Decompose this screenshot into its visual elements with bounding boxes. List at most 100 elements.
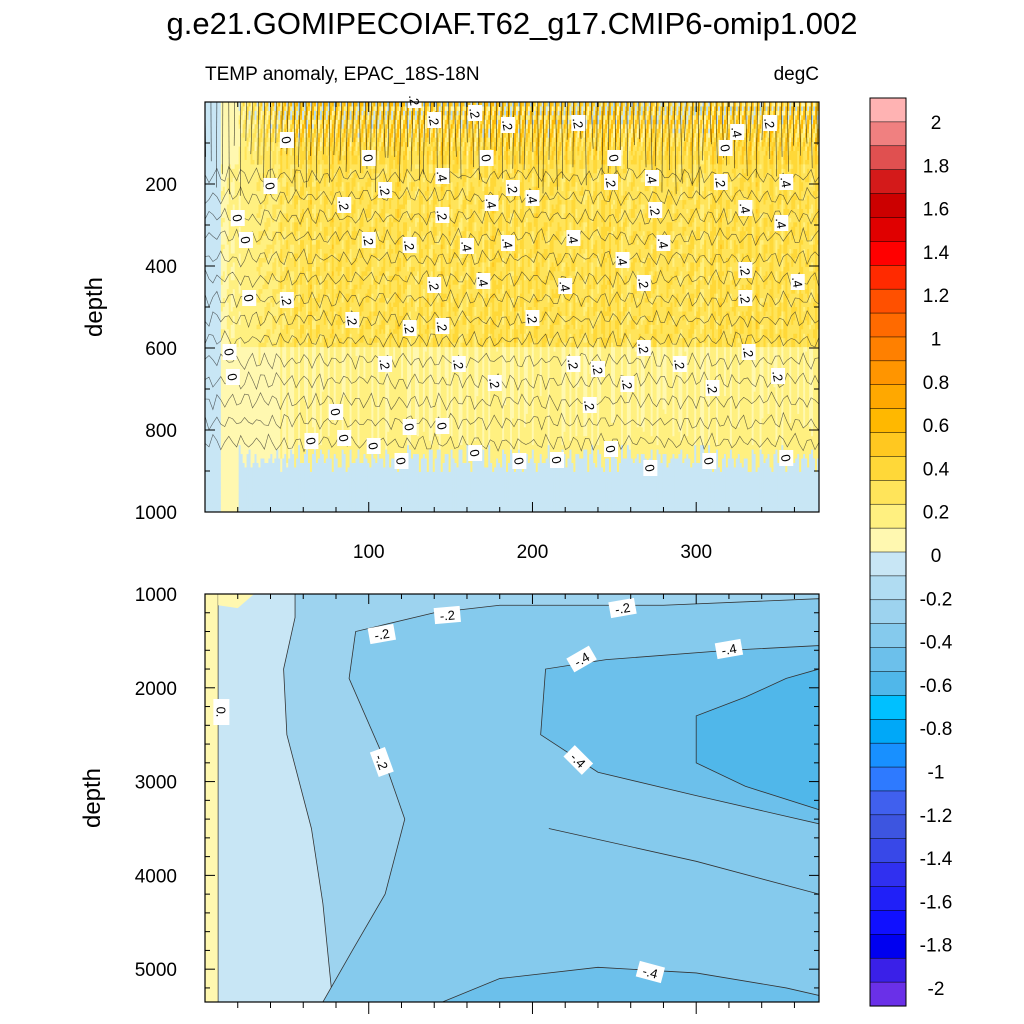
contour-label: 0 bbox=[229, 210, 245, 226]
contour-label: .2 bbox=[671, 356, 688, 372]
colorbar-swatch bbox=[869, 790, 907, 816]
lower-y-axis-label: depth bbox=[79, 768, 106, 828]
contour-label: 0 bbox=[549, 452, 565, 468]
contour-label: 0 bbox=[224, 369, 240, 385]
colorbar-label: -2 bbox=[928, 979, 945, 1000]
figure-title: g.e21.GOMIPECOIAF.T62_g17.CMIP6-omip1.00… bbox=[167, 6, 858, 41]
contour-label: -.2 bbox=[608, 597, 637, 619]
colorbar-label: 0.4 bbox=[923, 459, 950, 480]
contour-label: 0 bbox=[327, 404, 344, 420]
contour-label: .4 bbox=[475, 273, 491, 289]
contour-label: .4 bbox=[483, 195, 499, 211]
lower-contour-labels: 0.-.2-.2 -.2-.2-.4 -.4-.4-.4 bbox=[213, 597, 744, 984]
contour-label: -.4 bbox=[566, 645, 597, 673]
contour-label: .2 bbox=[712, 174, 729, 190]
colorbar-label: -1.8 bbox=[920, 936, 953, 957]
right-subtitle: degC bbox=[774, 64, 819, 85]
contour-label: 0 bbox=[467, 445, 483, 461]
contour-label: .2 bbox=[646, 202, 663, 218]
colorbar-label: -0.6 bbox=[920, 676, 953, 697]
contour-label: 0 bbox=[478, 150, 494, 166]
colorbar-label: 1.8 bbox=[923, 156, 949, 177]
y-tick-label: 1000 bbox=[135, 503, 177, 524]
contour-label: .4 bbox=[777, 174, 794, 190]
colorbar-swatch bbox=[869, 97, 907, 123]
colorbar-swatch bbox=[869, 742, 907, 768]
contour-label: .2 bbox=[740, 344, 756, 360]
contour-label: .2 bbox=[344, 312, 360, 328]
contour-label: .2 bbox=[434, 318, 450, 334]
colorbar-swatch bbox=[869, 169, 907, 195]
colorbar-swatch bbox=[869, 432, 907, 457]
x-tick-label: 100 bbox=[353, 542, 385, 563]
colorbar-swatch bbox=[869, 957, 907, 983]
contour-label: .2 bbox=[569, 115, 586, 131]
y-tick-label: 4000 bbox=[135, 866, 177, 887]
contour-label: .2 bbox=[619, 376, 635, 392]
colorbar-swatch bbox=[869, 981, 907, 1007]
colorbar-swatch bbox=[869, 288, 907, 314]
colorbar-label: 1.2 bbox=[923, 286, 949, 307]
contour-label: .4 bbox=[737, 200, 753, 216]
colorbar-swatch bbox=[869, 217, 907, 242]
colorbar-swatch bbox=[869, 360, 907, 386]
contour-label: .2 bbox=[401, 237, 418, 253]
contour-label: .2 bbox=[504, 180, 521, 196]
colorbar-label: 0.2 bbox=[923, 503, 949, 524]
colorbar-swatch bbox=[869, 527, 907, 553]
contour-label: -.4 bbox=[714, 638, 744, 660]
contour-label: .2 bbox=[401, 320, 418, 336]
contour-label: .2 bbox=[450, 356, 467, 372]
contour-label: .4 bbox=[434, 168, 450, 184]
contour-label: .2 bbox=[737, 290, 753, 306]
contour-label: .4 bbox=[789, 274, 806, 290]
contour-label: .4 bbox=[655, 235, 671, 251]
colorbar-swatch bbox=[869, 599, 907, 625]
colorbar-label: 0.8 bbox=[923, 373, 949, 394]
contour-label: 0 bbox=[336, 430, 352, 446]
contour-label: 0 bbox=[360, 150, 376, 166]
contour-label: 0 bbox=[241, 290, 257, 306]
colorbar-swatch bbox=[869, 623, 907, 649]
contour-label: .2 bbox=[360, 232, 377, 248]
contour-label: -.4 bbox=[635, 960, 665, 984]
contour-label: .2 bbox=[565, 356, 581, 372]
contour-label: .2 bbox=[425, 277, 442, 293]
colorbar-swatch bbox=[869, 456, 907, 481]
colorbar-swatch bbox=[869, 336, 907, 362]
contour-label: .2 bbox=[769, 368, 786, 384]
colorbar-label: -0.8 bbox=[920, 719, 953, 740]
contour-label: 0. bbox=[213, 699, 230, 725]
colorbar-swatch bbox=[869, 503, 907, 529]
colorbar-label: -0.2 bbox=[920, 589, 953, 610]
contour-label: .2 bbox=[425, 112, 442, 128]
contour-label: 0 bbox=[401, 419, 417, 435]
colorbar-swatch bbox=[869, 934, 907, 959]
colorbar-swatch bbox=[869, 480, 907, 505]
contour-label: .2 bbox=[761, 115, 778, 131]
contour-label: .2 bbox=[524, 310, 540, 326]
colorbar-swatch bbox=[869, 814, 907, 840]
upper-heatmap-field bbox=[205, 102, 819, 512]
y-tick-label: 2000 bbox=[135, 679, 177, 700]
y-tick-label: 600 bbox=[145, 339, 177, 360]
contour-label: .2 bbox=[635, 275, 652, 291]
colorbar-swatch bbox=[869, 910, 907, 935]
colorbar-label: 1 bbox=[931, 330, 942, 351]
contour-label: 0 bbox=[278, 132, 294, 148]
lower-plot-frame bbox=[204, 593, 820, 1003]
contour-label: .2 bbox=[376, 182, 393, 198]
contour-label: 0 bbox=[393, 453, 409, 469]
y-tick-label: 800 bbox=[145, 421, 177, 442]
contour-label: .2 bbox=[466, 105, 483, 121]
contour-label: .2 bbox=[704, 380, 720, 396]
colorbar-label: 0 bbox=[931, 546, 942, 567]
contour-label: 0 bbox=[221, 344, 237, 360]
colorbar-swatch bbox=[869, 886, 907, 911]
colorbar-swatch bbox=[869, 241, 907, 266]
colorbar-swatch bbox=[869, 695, 907, 720]
contour-label: 0 bbox=[642, 460, 658, 476]
y-tick-label: 400 bbox=[145, 257, 177, 278]
contour-label: .4 bbox=[614, 252, 630, 268]
